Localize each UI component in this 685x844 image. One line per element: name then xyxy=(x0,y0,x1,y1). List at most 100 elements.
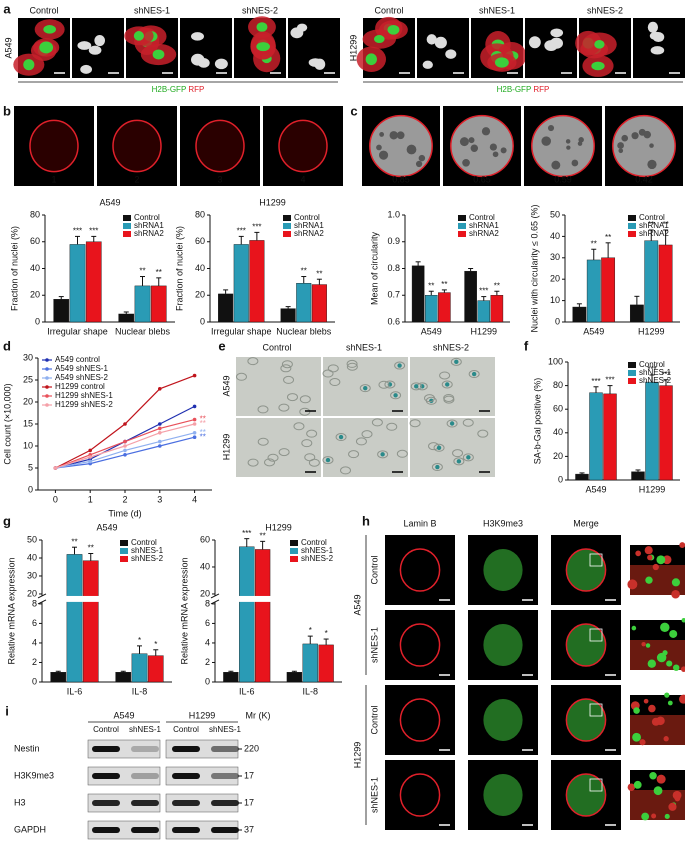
legend-label: A549 shNES-1 xyxy=(55,364,108,373)
zoom-dot xyxy=(652,563,659,571)
band xyxy=(92,746,120,752)
circularity-label: 0.59 xyxy=(554,174,572,184)
cell xyxy=(433,443,445,452)
zoom-dot xyxy=(627,783,636,791)
point xyxy=(192,404,197,409)
stain xyxy=(435,464,440,470)
y-tick-label: 40 xyxy=(553,427,563,437)
significance: * xyxy=(325,629,328,638)
legend-label: shNES-1 xyxy=(639,368,672,377)
bar xyxy=(254,549,271,683)
y-tick-label: 60 xyxy=(195,236,205,246)
signal xyxy=(483,699,523,741)
chromatin xyxy=(547,124,555,132)
significance: ** xyxy=(605,233,611,242)
bar xyxy=(239,546,255,683)
chromatin xyxy=(617,142,624,149)
blot xyxy=(87,739,161,759)
significance: ** xyxy=(663,220,669,229)
band xyxy=(211,800,239,806)
bar xyxy=(659,385,673,481)
lamina xyxy=(399,548,441,592)
legend-marker xyxy=(45,385,49,389)
zoom-dot xyxy=(643,698,649,704)
cell xyxy=(409,419,421,428)
x-tick-label: A549 xyxy=(585,484,606,494)
row-label: A549 xyxy=(221,375,231,396)
condition-label: Control xyxy=(29,5,58,15)
chromatin xyxy=(406,144,417,155)
nucleus xyxy=(445,49,457,59)
x-tick-label: 0 xyxy=(53,494,58,504)
zoom-dot xyxy=(666,660,673,667)
chromatin xyxy=(551,160,561,170)
chromatin xyxy=(470,144,479,152)
point xyxy=(123,422,127,426)
row-label: shNES-1 xyxy=(369,777,379,813)
panel-label: b xyxy=(3,103,11,118)
protein-label: H3 xyxy=(14,797,26,807)
chromatin xyxy=(379,132,385,137)
bar xyxy=(477,300,491,323)
bar xyxy=(631,471,645,481)
stain xyxy=(380,452,385,457)
cell xyxy=(394,361,406,370)
point xyxy=(158,439,162,444)
legend-swatch xyxy=(123,231,131,237)
zoom-dot xyxy=(627,579,638,590)
blot xyxy=(87,793,161,813)
y-tick-label: 20 xyxy=(23,396,33,406)
significance: ** xyxy=(156,268,162,277)
legend-label: shRNA2 xyxy=(134,229,164,238)
zoom-dot xyxy=(635,550,641,557)
bar xyxy=(658,244,673,323)
x-tick-label: 3 xyxy=(157,494,162,504)
break-mark xyxy=(37,599,47,605)
chromatin xyxy=(565,139,571,144)
cell xyxy=(247,458,259,467)
chromatin xyxy=(500,147,507,154)
panel-label: i xyxy=(5,703,9,718)
y-tick-label: 0.9 xyxy=(387,236,400,246)
lane-label: shNES-1 xyxy=(209,725,242,734)
zoom-dot xyxy=(641,641,646,647)
zoom-dot xyxy=(656,555,666,565)
micrograph xyxy=(410,418,495,477)
micrograph xyxy=(236,418,321,477)
band xyxy=(172,827,200,833)
y-tick-label: 0.7 xyxy=(387,290,400,300)
x-tick-label: Nuclear blebs xyxy=(276,326,332,336)
nucleus xyxy=(544,40,558,51)
chromatin xyxy=(415,160,423,168)
cell-line-label: H1299 xyxy=(189,710,216,720)
legend-label: Control xyxy=(639,213,665,222)
bar xyxy=(118,313,135,323)
zoom-dot xyxy=(673,664,680,671)
nucleus xyxy=(450,114,514,178)
zoom-dot xyxy=(632,732,641,742)
cell xyxy=(396,449,408,458)
lamina xyxy=(565,773,607,817)
column-label: Lamin B xyxy=(403,518,436,528)
bar xyxy=(311,284,327,323)
zoom-dot xyxy=(656,652,667,663)
point xyxy=(192,435,197,440)
lane-label: shNES-1 xyxy=(129,725,162,734)
y-tick-label: 0 xyxy=(200,316,205,326)
cell xyxy=(301,439,313,448)
lamina xyxy=(399,623,441,667)
cell xyxy=(446,419,458,428)
cell xyxy=(361,430,373,439)
cell xyxy=(452,449,464,458)
condition-label: shNES-2 xyxy=(242,5,278,15)
stain xyxy=(393,393,398,398)
y-axis-label: Cell count (×10,000) xyxy=(2,383,12,464)
y-tick-label: 40 xyxy=(30,263,40,273)
x-tick-label: 2 xyxy=(122,494,127,504)
significance: ** xyxy=(260,531,266,540)
chromatin xyxy=(618,148,624,154)
x-tick-label: A549 xyxy=(583,326,604,336)
significance: * xyxy=(138,636,141,645)
legend-label: shRNA1 xyxy=(294,221,324,230)
micrograph xyxy=(385,610,455,680)
